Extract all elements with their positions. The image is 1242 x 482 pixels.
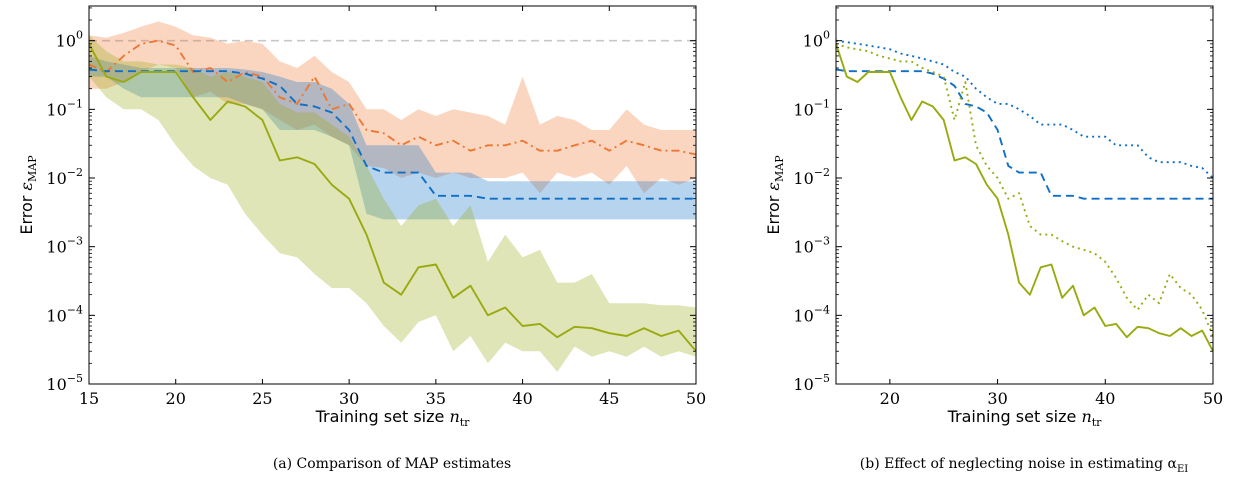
chart-panel-b: 20 30 40 5010010−110−210−310−410−5Training … xyxy=(764,5,1223,475)
y-axis-label: Error εMAP xyxy=(17,155,39,235)
y-tick-exponent: 0 xyxy=(823,29,830,42)
y-tick-label: 10−5 xyxy=(46,372,83,394)
plot-frame xyxy=(835,5,1214,385)
y-tick-label: 10−3 xyxy=(46,235,83,257)
series-2-band xyxy=(89,35,696,372)
y-tick-base: 10 xyxy=(793,306,813,325)
y-tick-exponent: −2 xyxy=(67,166,83,179)
y-tick-base: 10 xyxy=(56,32,76,51)
x-axis-label-symbol: n xyxy=(1081,407,1091,426)
series-0-band xyxy=(89,21,696,194)
x-tick-label: 35 xyxy=(426,389,446,408)
y-tick-label: 10−4 xyxy=(46,303,83,325)
y-tick-base: 10 xyxy=(803,32,823,51)
x-tick-label: 50 xyxy=(686,389,706,408)
figure-caption-text: (a) Comparison of MAP estimates xyxy=(273,456,511,472)
x-tick-label: 20 xyxy=(880,389,900,408)
series-1-band xyxy=(89,55,696,220)
y-axis-label-subscript: MAP xyxy=(773,155,786,182)
y-tick-exponent: −5 xyxy=(814,372,830,385)
plot-frame xyxy=(88,5,697,385)
y-tick-base: 10 xyxy=(46,100,66,119)
x-axis-label: Training set size ntr xyxy=(315,407,471,429)
y-tick-base: 10 xyxy=(46,238,66,257)
y-tick-label: 10−5 xyxy=(793,372,830,394)
y-tick-base: 10 xyxy=(793,238,813,257)
y-tick-base: 10 xyxy=(46,306,66,325)
figure-caption: (a) Comparison of MAP estimates xyxy=(273,456,511,472)
y-tick-exponent: −3 xyxy=(814,235,830,248)
y-tick-exponent: −4 xyxy=(814,303,830,316)
x-tick-label: 20 xyxy=(166,389,186,408)
x-axis-label: Training set size ntr xyxy=(947,407,1103,429)
y-axis-label-subscript: MAP xyxy=(26,155,39,182)
figure-caption-text: (b) Effect of neglecting noise in estima… xyxy=(860,456,1178,472)
x-tick-label: 25 xyxy=(252,389,272,408)
y-tick-exponent: −3 xyxy=(67,235,83,248)
x-axis-label-text: Training set size xyxy=(315,407,450,426)
y-tick-base: 10 xyxy=(793,375,813,394)
y-tick-exponent: −1 xyxy=(814,97,830,110)
x-axis-label-subscript: tr xyxy=(1092,416,1102,429)
y-tick-exponent: −1 xyxy=(67,97,83,110)
y-tick-base: 10 xyxy=(46,375,66,394)
y-tick-label: 10−3 xyxy=(793,235,830,257)
y-tick-base: 10 xyxy=(46,169,66,188)
y-tick-exponent: −5 xyxy=(67,372,83,385)
series-1-line xyxy=(836,68,1213,200)
chart-panel-a: 15 20 25 30 35 40 45 5010010−110−210−310−410−5T… xyxy=(17,5,706,472)
y-tick-label: 10−1 xyxy=(46,97,83,119)
y-axis-label-symbol: ε xyxy=(764,182,783,191)
series-0-line xyxy=(836,39,1213,179)
x-tick-label: 30 xyxy=(339,389,359,408)
x-tick-label: 45 xyxy=(599,389,619,408)
y-tick-label: 100 xyxy=(56,29,83,51)
y-tick-label: 10−4 xyxy=(793,303,830,325)
y-axis-label: Error εMAP xyxy=(764,155,786,235)
x-tick-label: 40 xyxy=(512,389,532,408)
series-1-line xyxy=(89,68,696,200)
x-tick-label: 50 xyxy=(1203,389,1223,408)
x-tick-label: 15 xyxy=(79,389,99,408)
series-0-line xyxy=(89,39,696,156)
x-tick-label: 30 xyxy=(987,389,1007,408)
y-tick-label: 10−2 xyxy=(793,166,830,188)
y-tick-base: 10 xyxy=(793,169,813,188)
y-axis-label-text: Error xyxy=(764,191,783,235)
series-2-line xyxy=(836,42,1213,337)
x-axis-label-subscript: tr xyxy=(460,416,470,429)
y-tick-exponent: 0 xyxy=(76,29,83,42)
x-axis-label-symbol: n xyxy=(449,407,459,426)
x-axis-label-text: Training set size xyxy=(947,407,1082,426)
plot-area xyxy=(836,39,1213,352)
figure-caption-subscript: EI xyxy=(1177,464,1188,475)
y-axis-label-symbol: ε xyxy=(17,182,36,191)
y-tick-base: 10 xyxy=(793,100,813,119)
y-tick-label: 100 xyxy=(803,29,830,51)
series-2-line xyxy=(89,43,696,352)
y-tick-label: 10−2 xyxy=(46,166,83,188)
y-axis-label-text: Error xyxy=(17,191,36,235)
figure-caption: (b) Effect of neglecting noise in estima… xyxy=(860,456,1188,475)
series-3-line xyxy=(836,43,1213,352)
y-tick-label: 10−1 xyxy=(793,97,830,119)
x-tick-label: 40 xyxy=(1095,389,1115,408)
y-tick-exponent: −2 xyxy=(814,166,830,179)
plot-area xyxy=(89,21,696,372)
y-tick-exponent: −4 xyxy=(67,303,83,316)
